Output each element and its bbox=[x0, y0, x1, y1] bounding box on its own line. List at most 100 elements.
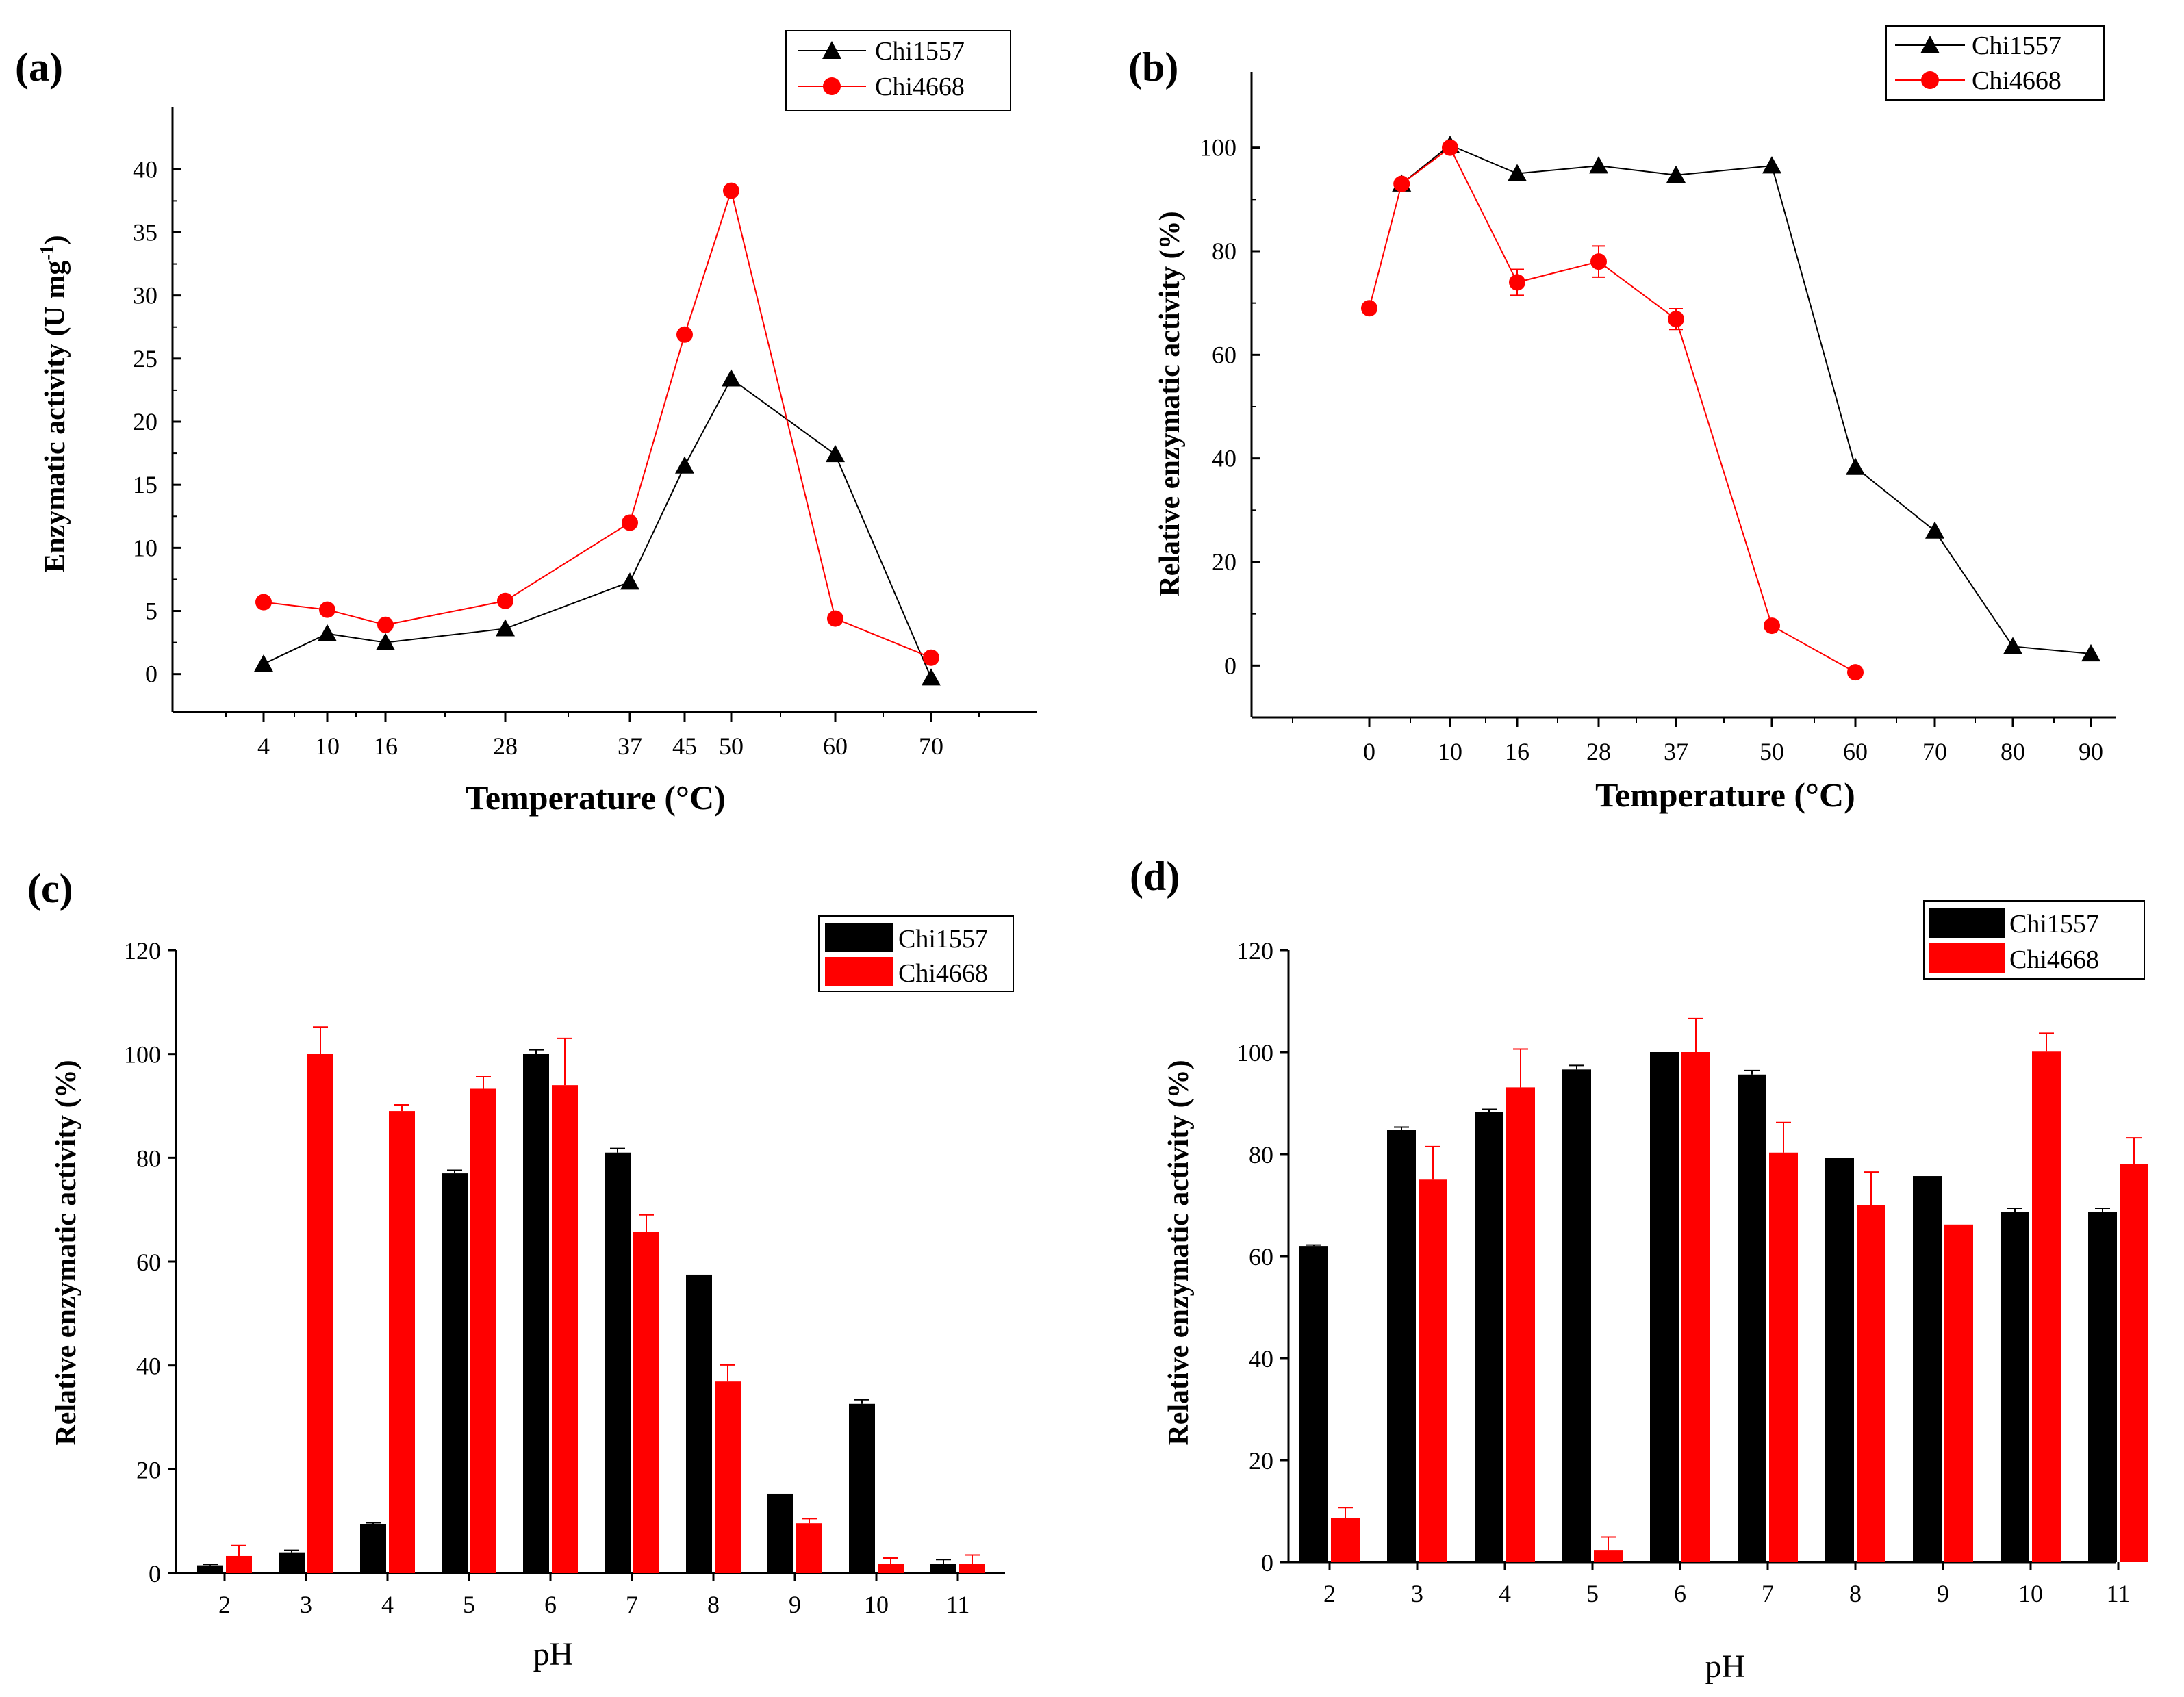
y-tick-label-c: 0 bbox=[149, 1560, 161, 1587]
x-tick-label-c: 3 bbox=[300, 1591, 312, 1618]
y-tick-label-a: 0 bbox=[145, 661, 157, 688]
bar-chi1557-d bbox=[2001, 1212, 2029, 1562]
y-tick-label-a: 35 bbox=[133, 218, 157, 246]
x-tick-label-c: 11 bbox=[946, 1591, 970, 1618]
bar-chi1557-c bbox=[197, 1565, 223, 1573]
data-point-chi4668-b bbox=[1442, 139, 1458, 156]
data-point-chi4668-b bbox=[1393, 175, 1410, 192]
y-tick-label-c: 20 bbox=[136, 1456, 161, 1483]
bar-chi4668-d bbox=[1944, 1224, 1973, 1562]
data-point-chi1557-b bbox=[1508, 164, 1527, 181]
y-tick-label-a: 5 bbox=[145, 598, 157, 625]
bar-chi4668-d bbox=[1331, 1518, 1360, 1562]
y-axis-title-a: Enzymatic activity (U mg-1) bbox=[37, 235, 71, 572]
panel-letter-a: (a) bbox=[15, 44, 63, 90]
x-tick-label-a: 16 bbox=[373, 732, 398, 760]
data-point-chi1557-a bbox=[376, 633, 395, 650]
legend-label-chi4668-d: Chi4668 bbox=[2009, 945, 2099, 974]
x-tick-label-d: 6 bbox=[1674, 1580, 1686, 1607]
series-line-chi1557-b bbox=[1401, 144, 2092, 654]
bar-chi4668-c bbox=[389, 1111, 415, 1573]
legend-label-chi1557-a: Chi1557 bbox=[875, 37, 965, 66]
x-tick-label-c: 9 bbox=[789, 1591, 801, 1618]
y-tick-label-d: 100 bbox=[1236, 1039, 1273, 1067]
bar-chi4668-d bbox=[1594, 1550, 1623, 1562]
x-tick-label-b: 90 bbox=[2079, 738, 2103, 765]
x-tick-label-c: 6 bbox=[544, 1591, 557, 1618]
y-tick-label-c: 120 bbox=[124, 937, 161, 965]
y-tick-label-d: 80 bbox=[1249, 1141, 1273, 1169]
y-axis-title-d: Relative enzymatic activity (%) bbox=[1163, 1060, 1195, 1445]
y-tick-label-c: 60 bbox=[136, 1249, 161, 1276]
legend-label-chi4668-c: Chi4668 bbox=[898, 959, 988, 988]
y-axis-title-a-superscript: -1 bbox=[37, 244, 58, 260]
legend-b: Chi1557 Chi4668 bbox=[1885, 25, 2105, 101]
plot-area-d: 0 20 40 60 80 100 120 2 3 4 5 6 7 8 9 10 11 bbox=[1236, 937, 2148, 1607]
x-tick-label-a: 37 bbox=[618, 732, 642, 760]
data-point-chi4668-b bbox=[1590, 253, 1607, 270]
data-point-chi4668-a bbox=[319, 601, 335, 618]
y-tick-label-c: 40 bbox=[136, 1353, 161, 1380]
x-tick-label-b: 28 bbox=[1586, 738, 1611, 765]
bar-chi1557-d bbox=[1299, 1246, 1328, 1562]
bar-chi4668-d bbox=[1857, 1205, 1885, 1562]
bar-chi1557-d bbox=[1650, 1052, 1679, 1562]
data-point-chi4668-a bbox=[723, 182, 739, 199]
plot-area-c: 0 20 40 60 80 100 120 2 3 4 5 6 7 8 9 10 11 bbox=[124, 937, 1005, 1618]
data-point-chi1557-b bbox=[2003, 637, 2022, 654]
x-tick-label-a: 45 bbox=[672, 732, 697, 760]
bar-chi4668-d bbox=[1506, 1087, 1535, 1562]
bar-chi1557-d bbox=[1825, 1158, 1854, 1562]
data-point-chi4668-a bbox=[497, 592, 513, 609]
x-tick-label-a: 28 bbox=[493, 732, 518, 760]
x-tick-label-b: 60 bbox=[1843, 738, 1868, 765]
bar-chi4668-c bbox=[878, 1564, 904, 1573]
x-tick-label-c: 7 bbox=[626, 1591, 638, 1618]
panel-b: (b) 0 20 40 60 80 100 0 10 16 28 37 50 60 70 80 90 Temp… bbox=[1128, 25, 2116, 814]
y-tick-label-c: 80 bbox=[136, 1145, 161, 1172]
panel-c: (c) 0 20 40 60 80 100 120 2 3 4 5 6 7 8 9 10 11 pH Relat… bbox=[27, 866, 1014, 1672]
data-point-chi4668-b bbox=[1668, 311, 1684, 328]
bar-chi1557-c bbox=[767, 1493, 793, 1573]
bar-chi4668-d bbox=[1681, 1052, 1710, 1562]
data-point-chi4668-b bbox=[1847, 664, 1864, 681]
x-tick-label-b: 70 bbox=[1922, 738, 1947, 765]
data-point-chi1557-a bbox=[254, 654, 273, 672]
y-tick-label-b: 60 bbox=[1212, 341, 1236, 368]
panel-letter-c: (c) bbox=[27, 866, 73, 911]
legend-label-chi1557-c: Chi1557 bbox=[898, 925, 988, 954]
x-tick-label-b: 16 bbox=[1505, 738, 1529, 765]
bar-chi4668-c bbox=[633, 1232, 659, 1573]
data-point-chi1557-b bbox=[1589, 156, 1608, 174]
y-tick-label-a: 15 bbox=[133, 471, 157, 498]
x-tick-label-b: 0 bbox=[1363, 738, 1375, 765]
legend-swatch-chi4668-c bbox=[825, 957, 893, 986]
bar-chi4668-d bbox=[1769, 1152, 1798, 1562]
y-tick-label-a: 40 bbox=[133, 155, 157, 183]
x-tick-label-d: 2 bbox=[1323, 1580, 1336, 1607]
panel-letter-b: (b) bbox=[1128, 44, 1178, 90]
y-tick-label-b: 40 bbox=[1212, 445, 1236, 472]
x-axis-title-d: pH bbox=[1705, 1648, 1746, 1685]
legend-label-chi1557-d: Chi1557 bbox=[2009, 910, 2099, 939]
bar-chi1557-c bbox=[686, 1274, 712, 1573]
plot-area-b: 0 20 40 60 80 100 0 10 16 28 37 50 60 70 80 90 bbox=[1199, 72, 2116, 765]
data-point-chi4668-a bbox=[377, 616, 394, 633]
legend-swatch-chi1557-c bbox=[825, 923, 893, 952]
x-tick-label-c: 5 bbox=[463, 1591, 475, 1618]
bar-chi1557-c bbox=[442, 1173, 468, 1573]
y-tick-label-d: 60 bbox=[1249, 1243, 1273, 1271]
legend-box-a bbox=[785, 30, 1011, 111]
plot-area-a: 0 5 10 15 20 25 30 35 40 4 10 16 28 37 45 50 60 70 bbox=[133, 107, 1037, 760]
data-point-chi1557-b bbox=[1925, 521, 1944, 539]
bar-chi4668-d bbox=[2120, 1164, 2148, 1562]
data-point-chi1557-a bbox=[722, 369, 741, 387]
x-tick-label-d: 4 bbox=[1499, 1580, 1511, 1607]
bar-chi4668-c bbox=[715, 1381, 741, 1573]
x-tick-label-a: 4 bbox=[257, 732, 270, 760]
x-tick-label-d: 5 bbox=[1586, 1580, 1599, 1607]
data-point-chi1557-a bbox=[826, 444, 845, 463]
x-tick-label-c: 8 bbox=[707, 1591, 720, 1618]
y-tick-label-d: 0 bbox=[1261, 1549, 1273, 1577]
